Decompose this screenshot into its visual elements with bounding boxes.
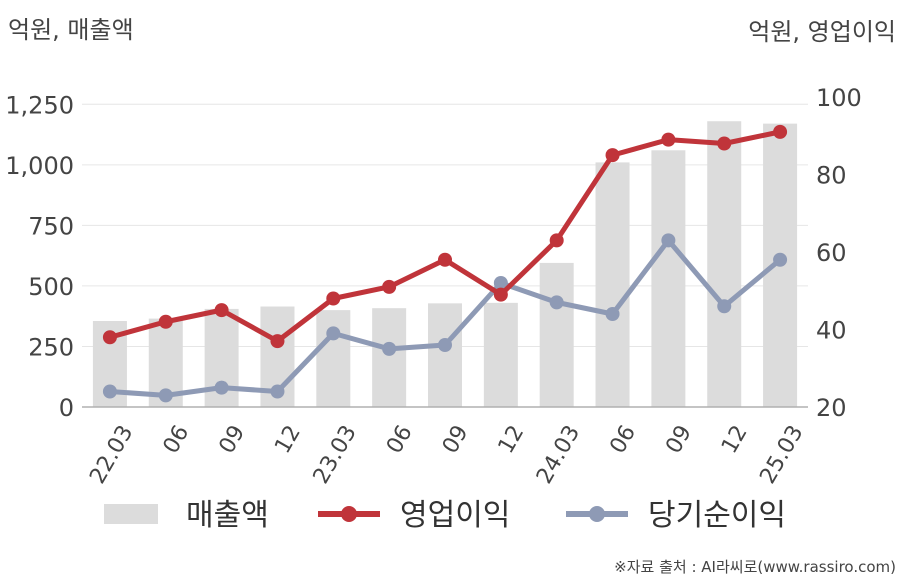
grid-lines	[82, 103, 808, 347]
source-note: ※자료 출처 : AI라씨로(www.rassiro.com)	[614, 558, 896, 576]
data-point	[214, 303, 229, 318]
x-tick-label: 09	[214, 421, 250, 458]
data-point	[382, 279, 397, 294]
data-point	[102, 384, 117, 399]
data-point	[158, 314, 173, 329]
y-axis-right-ticks: 20 40 60 80 100	[816, 84, 862, 422]
legend-swatch	[104, 504, 158, 524]
y-left-tick-label: 500	[28, 273, 74, 301]
y-right-tick-label: 20	[816, 394, 847, 422]
legend-label: 당기순이익	[648, 498, 786, 533]
data-point	[438, 252, 452, 267]
data-point	[102, 330, 117, 345]
bar	[372, 308, 407, 407]
y-left-tick-label: 750	[28, 212, 74, 240]
y-axis-left-ticks: 0 250 500 750 1,000 1,250	[5, 91, 74, 422]
data-point	[605, 148, 620, 163]
data-point	[326, 291, 341, 306]
data-point	[661, 233, 676, 248]
data-point	[438, 338, 452, 352]
legend-marker	[341, 506, 357, 522]
data-point	[773, 252, 788, 267]
legend-item: 당기순이익	[566, 498, 786, 533]
legend-item: 매출액	[104, 498, 269, 533]
data-point	[773, 124, 788, 139]
data-point	[493, 287, 508, 302]
bar	[428, 303, 462, 407]
x-tick-label: 24.03	[532, 421, 585, 488]
legend-item: 영업이익	[318, 498, 510, 533]
data-point	[270, 334, 285, 349]
x-tick-label: 23.03	[309, 421, 362, 488]
bar	[651, 150, 686, 407]
data-point	[549, 233, 564, 248]
x-tick-label: 06	[382, 421, 418, 458]
data-point	[214, 380, 229, 395]
data-point	[382, 341, 397, 356]
x-tick-label: 22.03	[85, 421, 138, 488]
bar	[483, 302, 518, 407]
data-point	[661, 132, 676, 147]
data-point	[270, 384, 285, 399]
bar	[595, 162, 630, 407]
y-axis-left-label: 억원, 매출액	[8, 16, 134, 44]
y-right-tick-label: 100	[816, 84, 862, 112]
y-axis-right-label: 억원, 영업이익	[748, 18, 896, 46]
y-right-tick-label: 60	[816, 239, 847, 267]
x-tick-label: 09	[438, 421, 474, 458]
data-point	[493, 276, 508, 290]
bar	[539, 262, 574, 407]
legend: 매출액 영업이익 당기순이익	[104, 498, 786, 533]
data-point	[158, 388, 173, 403]
x-axis-ticks: 22.03 06 09 12 23.03 06 09 12 24.03 06 09 12 25.03	[85, 421, 808, 488]
line-series	[102, 124, 788, 403]
y-right-tick-label: 80	[816, 162, 847, 190]
data-point	[326, 326, 341, 341]
x-tick-label: 09	[661, 421, 697, 458]
x-tick-label: 12	[270, 421, 306, 458]
y-left-tick-label: 1,250	[5, 91, 74, 119]
legend-marker	[589, 506, 605, 522]
data-point	[717, 299, 732, 314]
legend-label: 매출액	[186, 498, 269, 533]
y-left-tick-label: 250	[28, 333, 74, 361]
x-tick-label: 12	[717, 421, 753, 458]
x-tick-label: 12	[494, 421, 530, 458]
data-point	[717, 136, 732, 151]
y-left-tick-label: 1,000	[5, 152, 74, 180]
data-point	[605, 307, 620, 321]
bar	[316, 310, 351, 407]
y-right-tick-label: 40	[816, 317, 847, 345]
x-tick-label: 06	[605, 421, 641, 458]
bar	[707, 121, 742, 407]
data-point	[549, 295, 564, 310]
y-left-tick-label: 0	[59, 394, 74, 422]
legend-label: 영업이익	[400, 498, 510, 533]
x-tick-label: 06	[159, 421, 195, 458]
x-tick-label: 25.03	[755, 421, 808, 488]
